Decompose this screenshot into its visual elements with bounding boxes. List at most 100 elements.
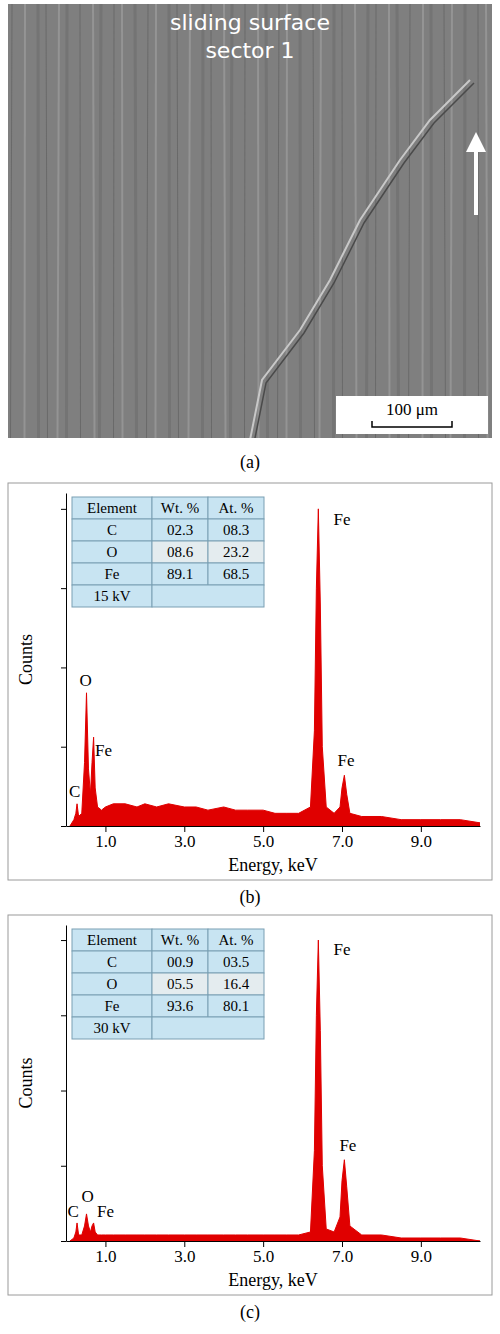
table-text: Element — [87, 500, 138, 516]
sem-streak — [367, 4, 369, 438]
table-text: C — [107, 522, 117, 538]
y-axis — [61, 926, 67, 1242]
sem-feature — [254, 83, 474, 438]
peak-label: Fe — [97, 1202, 114, 1221]
sem-image — [8, 4, 492, 438]
sem-streak — [486, 4, 488, 438]
x-tick: 5.0 — [253, 826, 274, 851]
sem-streak — [257, 4, 260, 438]
table-cell — [72, 563, 152, 585]
table-text: 23.2 — [223, 544, 249, 560]
table-cell — [152, 995, 208, 1017]
x-tick: 9.0 — [411, 826, 432, 851]
table-cell — [72, 929, 152, 951]
sem-streak — [332, 4, 336, 438]
table-cell — [152, 929, 208, 951]
y-axis-title: Counts — [16, 634, 36, 685]
table-cell — [72, 1017, 152, 1039]
table-text: 93.6 — [167, 998, 194, 1014]
x-tick-label: 1.0 — [95, 832, 116, 851]
table-cell — [72, 973, 152, 995]
table-text: 80.1 — [223, 998, 249, 1014]
table-text: 30 kV — [93, 1020, 130, 1036]
sem-streak — [342, 4, 344, 438]
table-text: 08.6 — [167, 544, 194, 560]
y-tick-mark — [61, 1166, 66, 1167]
x-tick: 1.0 — [95, 826, 116, 851]
table-text: At. % — [219, 932, 254, 948]
sem-streak — [388, 4, 391, 438]
x-tick-label: 7.0 — [332, 832, 353, 851]
table-text: Fe — [105, 566, 120, 582]
sem-streak — [299, 4, 303, 438]
image-title: sliding surface — [170, 10, 330, 35]
panel-label: (a) — [240, 452, 260, 473]
sem-streak — [189, 4, 191, 438]
y-tick — [61, 1091, 66, 1092]
x-tick: 7.0 — [332, 1241, 353, 1266]
image-title: sector 1 — [205, 38, 294, 63]
sem-streak — [409, 4, 411, 438]
x-tick-label: 5.0 — [253, 832, 274, 851]
table-cell — [208, 951, 264, 973]
peak-label: Fe — [95, 741, 112, 760]
sem-streak — [65, 4, 69, 438]
inset-table: ElementWt. %At. %C00.903.5O05.516.4Fe93.… — [72, 929, 264, 1039]
sem-streak — [478, 4, 480, 438]
sem-streak — [135, 4, 137, 438]
y-tick-mark — [61, 1241, 66, 1242]
plot-marks — [70, 940, 480, 1241]
spectrum — [70, 509, 480, 826]
y-tick — [61, 667, 66, 668]
y-tick — [61, 940, 66, 941]
direction-arrow — [474, 150, 478, 215]
y-tick — [61, 509, 66, 510]
sem-feature — [250, 80, 470, 438]
sem-streak — [286, 4, 289, 438]
y-tick-mark — [61, 1015, 66, 1016]
y-tick-mark — [61, 940, 66, 941]
table-text: 03.5 — [223, 954, 249, 970]
peak-label: C — [69, 782, 80, 801]
table-cell — [72, 951, 152, 973]
table-cell — [152, 519, 208, 541]
sem-streak — [147, 4, 149, 438]
x-tick-label: 9.0 — [411, 1247, 432, 1266]
table-text: 68.5 — [223, 566, 249, 582]
sem-streak — [375, 4, 377, 438]
peak-label: C — [67, 1202, 78, 1221]
x-axis: 1.03.05.07.09.0 — [67, 826, 481, 851]
sem-streak — [451, 4, 453, 438]
sem-streak — [463, 4, 467, 438]
panel-label: (c) — [240, 1302, 260, 1323]
sem-streak — [155, 4, 158, 438]
table-text: 89.1 — [167, 566, 193, 582]
sem-streak — [224, 4, 226, 438]
peak-label: O — [82, 1187, 94, 1206]
table-cell — [208, 497, 264, 519]
spectrum-panel: 1.03.05.07.09.0Energy, keVCountsCOFeFeFe… — [8, 915, 492, 1295]
table-cell — [152, 497, 208, 519]
table-text: O — [107, 544, 118, 560]
panel-label: (b) — [240, 887, 261, 908]
sem-streak — [177, 4, 179, 438]
sem-streak — [80, 4, 82, 438]
y-axis-title: Counts — [16, 1057, 36, 1108]
sem-streak — [37, 4, 41, 438]
plot-marks — [70, 509, 480, 826]
table-cell — [208, 929, 264, 951]
table-text: Wt. % — [161, 500, 199, 516]
table-text: 05.5 — [167, 976, 193, 992]
x-tick-label: 9.0 — [411, 832, 432, 851]
y-axis-line — [66, 926, 67, 1242]
sem-streak — [113, 4, 115, 438]
table-cell — [72, 585, 152, 607]
sem-streak — [24, 4, 27, 438]
table-cell — [208, 563, 264, 585]
table-text: C — [107, 954, 117, 970]
sem-streak — [201, 4, 205, 438]
y-tick-mark — [61, 1091, 66, 1092]
sem-streak — [244, 4, 246, 438]
sem-background — [8, 4, 492, 438]
table-text: 02.3 — [167, 522, 193, 538]
